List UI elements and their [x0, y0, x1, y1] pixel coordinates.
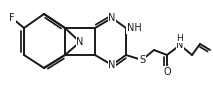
- Text: N: N: [176, 40, 184, 50]
- Text: NH: NH: [127, 23, 142, 33]
- Text: O: O: [163, 67, 171, 77]
- Text: N: N: [76, 37, 84, 47]
- Text: N: N: [108, 60, 116, 70]
- Text: S: S: [139, 55, 145, 65]
- Text: N: N: [108, 13, 116, 23]
- Text: F: F: [9, 13, 15, 23]
- Text: H: H: [177, 33, 183, 42]
